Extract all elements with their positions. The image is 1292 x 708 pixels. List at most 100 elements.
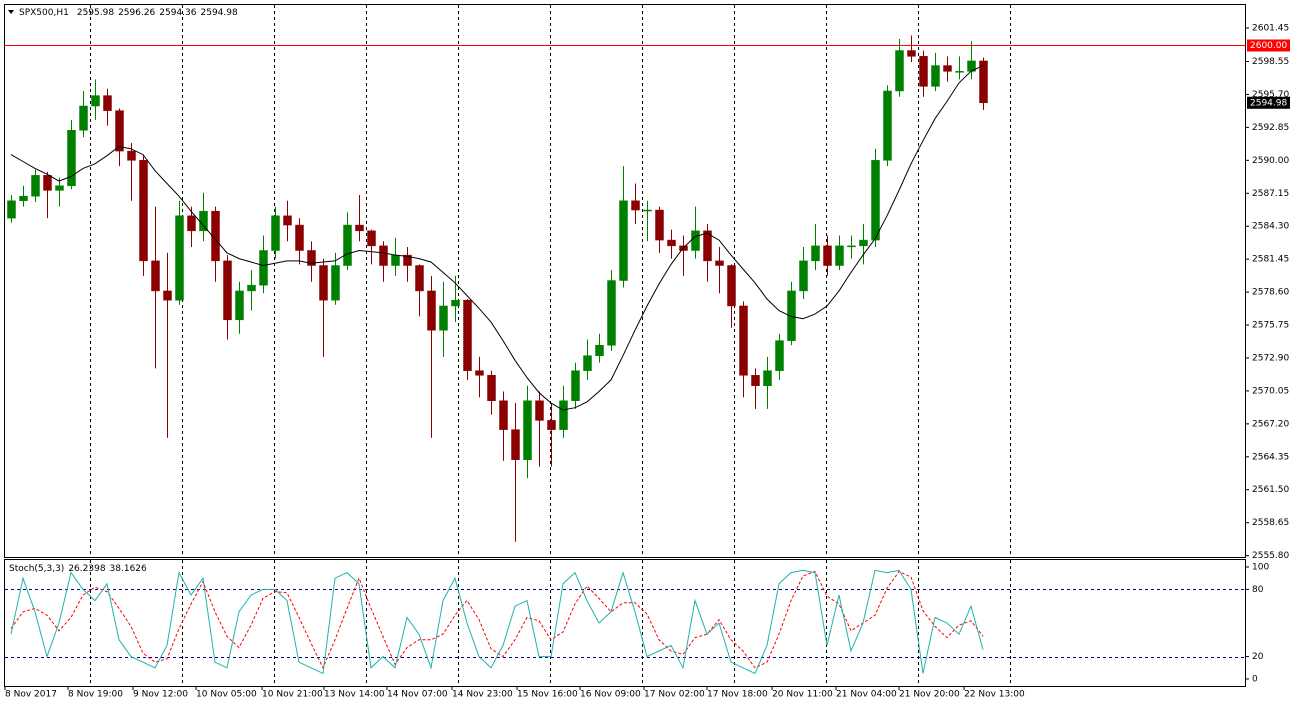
stochastic-signal — [10, 570, 984, 670]
candle-body — [307, 250, 316, 266]
candle-body — [547, 420, 556, 430]
candle-body — [631, 200, 640, 211]
candle-body — [727, 265, 736, 307]
candle-body — [703, 230, 712, 262]
candle-body — [751, 375, 760, 386]
candle-body — [43, 175, 52, 191]
candle-body — [331, 265, 340, 301]
candle-body — [955, 71, 964, 73]
y-tick-label: 2567.20 — [1252, 419, 1289, 429]
candle-body — [247, 284, 256, 292]
candle-body — [151, 260, 160, 292]
candle-body — [523, 400, 532, 460]
candle-body — [475, 370, 484, 376]
indicator-main-value: 26.2398 — [68, 564, 105, 574]
candle-body — [499, 400, 508, 430]
y-tick-label: 2595.70 — [1252, 90, 1289, 100]
indicator-y-tick-label: 100 — [1252, 563, 1269, 573]
candle-body — [643, 209, 652, 212]
candle-body — [211, 210, 220, 262]
candle-body — [799, 260, 808, 292]
x-tick-label: 8 Nov 19:00 — [68, 690, 123, 700]
candle-body — [559, 400, 568, 430]
indicator-signal-value: 38.1626 — [110, 564, 147, 574]
y-tick-label: 2587.15 — [1252, 189, 1289, 199]
candle-body — [667, 239, 676, 247]
y-tick-label: 2584.30 — [1252, 222, 1289, 232]
indicator-y-tick-label: 0 — [1252, 675, 1258, 685]
last-price-box — [1247, 96, 1290, 109]
y-tick-label: 2575.75 — [1252, 321, 1289, 331]
y-tick-label: 2555.80 — [1252, 551, 1289, 561]
candle-body — [115, 110, 124, 152]
candle-body — [439, 305, 448, 331]
candle-body — [31, 175, 40, 197]
candle-body — [163, 290, 172, 301]
candle-body — [487, 375, 496, 401]
candle-body — [583, 355, 592, 371]
candle-body — [415, 265, 424, 292]
candle-body — [379, 245, 388, 266]
candle-body — [571, 370, 580, 401]
y-tick-label: 2561.50 — [1252, 485, 1289, 495]
indicator-y-tick-label: 20 — [1252, 652, 1264, 662]
candle-body — [847, 245, 856, 248]
chart-header: SPX500,H1 2595.98 2596.26 2594.36 2594.98 — [19, 8, 238, 18]
candle-body — [175, 215, 184, 301]
x-tick-label: 10 Nov 21:00 — [262, 690, 323, 700]
candle-body — [139, 160, 148, 262]
x-tick-label: 22 Nov 13:00 — [964, 690, 1025, 700]
candle-body — [7, 200, 16, 219]
y-tick-label: 2598.55 — [1252, 57, 1289, 67]
candle-body — [259, 250, 268, 286]
candle-body — [775, 340, 784, 371]
candle-body — [715, 260, 724, 266]
x-tick-label: 16 Nov 09:00 — [580, 690, 641, 700]
stochastic-main — [10, 569, 984, 675]
y-tick-label: 2581.45 — [1252, 255, 1289, 265]
candle-body — [271, 215, 280, 251]
indicator-header: Stoch(5,3,3) 26.2398 38.1626 — [9, 564, 147, 574]
price-label: 2600.00 — [1250, 41, 1287, 51]
indicator-name: Stoch(5,3,3) — [9, 564, 64, 574]
candle-body — [691, 230, 700, 251]
candle-body — [943, 65, 952, 72]
candle-body — [919, 56, 928, 87]
x-tick-label: 20 Nov 11:00 — [772, 690, 833, 700]
x-tick-label: 17 Nov 02:00 — [644, 690, 705, 700]
chart-title: SPX500,H1 — [19, 8, 69, 18]
x-tick-label: 14 Nov 23:00 — [452, 690, 513, 700]
candle-body — [787, 290, 796, 341]
candle-body — [91, 95, 100, 107]
candle-body — [931, 65, 940, 87]
main-panel — [4, 4, 1246, 558]
x-tick-label: 21 Nov 04:00 — [836, 690, 897, 700]
candle-body — [235, 290, 244, 321]
header-low: 2594.36 — [159, 8, 196, 18]
menu-arrow[interactable] — [8, 10, 14, 14]
candle-body — [295, 224, 304, 251]
candle-body — [823, 245, 832, 266]
candle-body — [367, 230, 376, 247]
candle-body — [895, 50, 904, 92]
candle-body — [595, 345, 604, 356]
y-tick-label: 2572.90 — [1252, 353, 1289, 363]
candle-body — [655, 209, 664, 241]
candle-body — [67, 130, 76, 187]
header-close: 2594.98 — [201, 8, 238, 18]
candle-body — [739, 305, 748, 376]
candle-body — [55, 185, 64, 191]
candle-body — [127, 150, 136, 161]
candle-body — [607, 280, 616, 346]
candle-body — [283, 215, 292, 226]
header-open: 2595.98 — [77, 8, 114, 18]
candle-body — [319, 265, 328, 301]
candle-body — [79, 105, 88, 131]
candle-body — [199, 210, 208, 232]
candle-body — [811, 245, 820, 262]
candle-body — [979, 60, 988, 104]
x-tick-label: 17 Nov 18:00 — [707, 690, 768, 700]
x-tick-label: 10 Nov 05:00 — [196, 690, 257, 700]
